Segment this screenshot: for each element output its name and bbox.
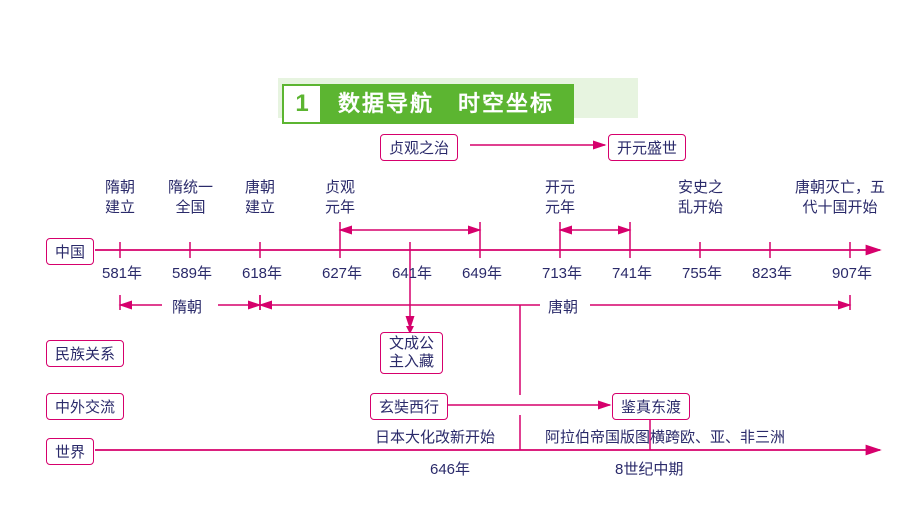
axis-label-ethnic: 民族关系 — [46, 340, 124, 367]
ethnic-wencheng-text: 文成公 主入藏 — [389, 335, 434, 370]
axis-label-china: 中国 — [46, 238, 94, 265]
event-zhenguan-y1: 贞观 元年 — [325, 178, 355, 217]
dynasty-sui: 隋朝 — [172, 296, 202, 317]
world-arab: 阿拉伯帝国版图横跨欧、亚、非三洲 — [545, 426, 785, 447]
event-sui-unify: 隋统一 全国 — [168, 178, 213, 217]
world-year-646: 646年 — [430, 458, 470, 479]
axis-label-foreign: 中外交流 — [46, 393, 124, 420]
year-627: 627年 — [322, 262, 362, 283]
year-907: 907年 — [832, 262, 872, 283]
world-taika: 日本大化改新开始 — [375, 426, 495, 447]
header: 1 数据导航 时空坐标 — [282, 84, 574, 124]
foreign-jianzhen: 鉴真东渡 — [612, 393, 690, 420]
event-sui-found: 隋朝 建立 — [105, 178, 135, 217]
ethnic-wencheng: 文成公 主入藏 — [380, 332, 443, 374]
header-number-box: 1 — [282, 84, 322, 124]
period-zhenguan: 贞观之治 — [380, 134, 458, 161]
year-581: 581年 — [102, 262, 142, 283]
year-641: 641年 — [392, 262, 432, 283]
world-year-mid8c: 8世纪中期 — [615, 458, 683, 479]
year-713: 713年 — [542, 262, 582, 283]
foreign-xuanzang: 玄奘西行 — [370, 393, 448, 420]
year-823: 823年 — [752, 262, 792, 283]
year-755: 755年 — [682, 262, 722, 283]
event-tang-found: 唐朝 建立 — [245, 178, 275, 217]
period-kaiyuan: 开元盛世 — [608, 134, 686, 161]
event-kaiyuan-y1: 开元 元年 — [545, 178, 575, 217]
event-tang-end: 唐朝灭亡，五 代十国开始 — [795, 178, 885, 217]
year-649: 649年 — [462, 262, 502, 283]
year-618: 618年 — [242, 262, 282, 283]
year-589: 589年 — [172, 262, 212, 283]
header-number: 1 — [295, 90, 308, 118]
axis-label-world: 世界 — [46, 438, 94, 465]
header-title: 数据导航 时空坐标 — [318, 84, 574, 124]
event-anshi: 安史之 乱开始 — [678, 178, 723, 217]
timeline-diagram: 中国 民族关系 中外交流 世界 贞观之治 开元盛世 隋朝 建立 隋统一 全国 唐… — [50, 130, 890, 500]
year-741: 741年 — [612, 262, 652, 283]
dynasty-tang: 唐朝 — [548, 296, 578, 317]
